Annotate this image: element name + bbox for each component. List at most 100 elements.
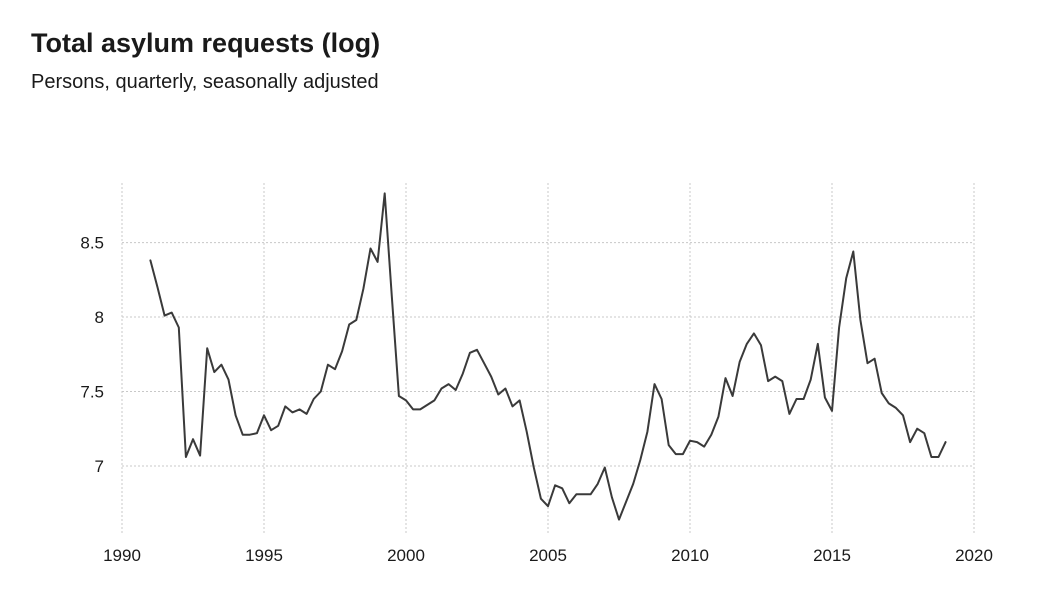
data-point <box>822 395 827 400</box>
data-point <box>638 458 643 463</box>
data-point <box>766 379 771 384</box>
data-point <box>666 443 671 448</box>
data-point <box>439 386 444 391</box>
data-point <box>311 397 316 402</box>
data-point <box>219 362 224 367</box>
data-point <box>233 413 238 418</box>
data-point <box>581 492 586 497</box>
data-point <box>588 492 593 497</box>
data-point <box>617 517 622 522</box>
y-tick-label: 7.5 <box>80 383 104 402</box>
data-point <box>205 346 210 351</box>
data-point <box>418 407 423 412</box>
x-tick-label: 2010 <box>671 546 709 565</box>
data-point <box>333 367 338 372</box>
data-point <box>553 483 558 488</box>
data-point <box>886 401 891 406</box>
data-point <box>567 501 572 506</box>
data-point <box>702 444 707 449</box>
data-point <box>247 432 252 437</box>
data-point <box>155 285 160 290</box>
x-tick-label: 2020 <box>955 546 993 565</box>
data-point <box>751 331 756 336</box>
data-point <box>837 325 842 330</box>
data-point <box>716 414 721 419</box>
data-point <box>709 432 714 437</box>
data-point <box>865 361 870 366</box>
data-point <box>290 410 295 415</box>
data-point <box>943 440 948 445</box>
data-point <box>276 423 281 428</box>
data-point <box>659 397 664 402</box>
data-point <box>212 370 217 375</box>
data-point <box>347 322 352 327</box>
data-point <box>318 389 323 394</box>
data-point <box>595 481 600 486</box>
data-point <box>815 341 820 346</box>
data-point <box>432 398 437 403</box>
data-point <box>375 259 380 264</box>
data-point <box>794 397 799 402</box>
data-point <box>879 391 884 396</box>
data-point <box>695 440 700 445</box>
gridlines <box>121 183 975 533</box>
data-point <box>624 499 629 504</box>
data-point <box>496 392 501 397</box>
data-point <box>872 356 877 361</box>
data-point <box>269 428 274 433</box>
y-tick-label: 8 <box>95 308 104 327</box>
data-point <box>680 452 685 457</box>
data-point <box>780 379 785 384</box>
data-point <box>361 286 366 291</box>
data-point <box>404 398 409 403</box>
data-point <box>546 504 551 509</box>
data-point <box>929 455 934 460</box>
data-point <box>254 431 259 436</box>
x-tick-label: 1990 <box>103 546 141 565</box>
data-point <box>453 388 458 393</box>
chart-title: Total asylum requests (log) <box>31 28 381 58</box>
data-point <box>425 402 430 407</box>
data-point <box>830 408 835 413</box>
data-point <box>922 431 927 436</box>
data-point <box>382 191 387 196</box>
data-point <box>169 310 174 315</box>
data-point <box>304 411 309 416</box>
data-point <box>631 481 636 486</box>
data-point <box>226 377 231 382</box>
data-point <box>482 361 487 366</box>
data-point <box>524 429 529 434</box>
data-point <box>396 394 401 399</box>
data-point <box>901 413 906 418</box>
data-point <box>183 455 188 460</box>
data-point <box>368 246 373 251</box>
data-point <box>688 438 693 443</box>
x-tick-label: 1995 <box>245 546 283 565</box>
x-tick-label: 2000 <box>387 546 425 565</box>
data-point <box>446 382 451 387</box>
data-point <box>389 294 394 299</box>
data-point <box>801 397 806 402</box>
data-point <box>602 465 607 470</box>
data-point <box>645 429 650 434</box>
x-tick-label: 2005 <box>529 546 567 565</box>
data-point <box>787 411 792 416</box>
data-point <box>908 440 913 445</box>
data-point <box>744 341 749 346</box>
data-point <box>737 359 742 364</box>
axis-labels: 1990 1995 2000 2005 2010 2015 2020 7 7.5 8 8.5 <box>80 234 993 565</box>
data-point <box>510 404 515 409</box>
data-point <box>240 432 245 437</box>
x-tick-label: 2015 <box>813 546 851 565</box>
data-point <box>609 495 614 500</box>
data-point <box>851 249 856 254</box>
data-point <box>198 453 203 458</box>
data-point <box>759 343 764 348</box>
data-point <box>652 382 657 387</box>
data-point <box>531 465 536 470</box>
data-point <box>411 407 416 412</box>
data-point <box>467 350 472 355</box>
data-point <box>858 318 863 323</box>
data-point <box>893 405 898 410</box>
data-point <box>936 455 941 460</box>
